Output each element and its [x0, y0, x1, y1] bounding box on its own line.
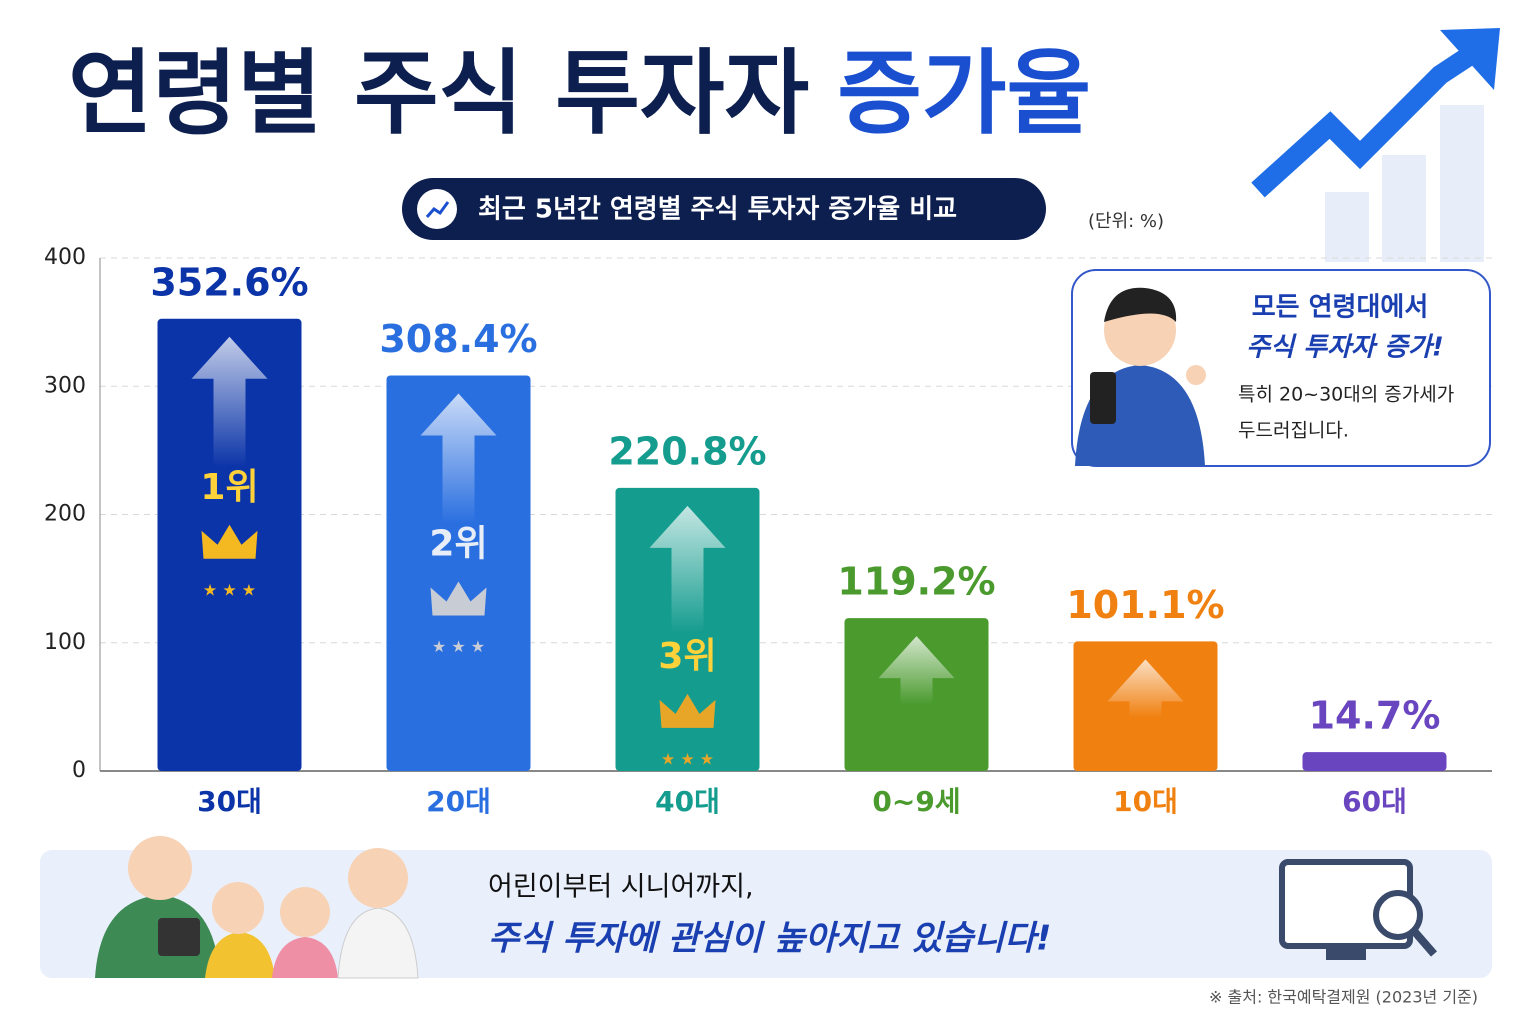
bar-arrow — [1107, 659, 1184, 718]
bar-arrow — [420, 393, 497, 524]
value-label: 352.6% — [150, 260, 308, 304]
bar-arrow — [191, 336, 268, 467]
value-label: 220.8% — [608, 429, 766, 473]
value-label: 308.4% — [379, 317, 537, 361]
y-tick-label: 200 — [44, 502, 86, 527]
crown-icon — [201, 524, 258, 559]
banner-highlight: 주식 투자에 관심이 높아지고 있습니다! — [488, 919, 1051, 959]
subtitle-pill — [402, 178, 1046, 240]
x-tick-label: 10대 — [1113, 785, 1178, 818]
bar-arrow — [878, 636, 955, 705]
rank-label: 3위 — [658, 636, 716, 677]
value-label: 101.1% — [1066, 583, 1224, 627]
value-label: 119.2% — [837, 560, 995, 604]
callout-title: 주식 투자자 증가! — [1246, 333, 1443, 363]
y-tick-label: 0 — [72, 758, 86, 783]
x-tick-label: 60대 — [1342, 785, 1407, 818]
banner-text: 어린이부터 시니어까지, — [488, 872, 754, 903]
subtitle: 최근 5년간 연령별 주식 투자자 증가율 비교 — [478, 195, 957, 225]
x-tick-label: 20대 — [426, 785, 491, 818]
title-highlight: 증가율 — [837, 40, 1091, 147]
rank-label: 1위 — [200, 467, 258, 508]
character — [1075, 287, 1206, 466]
x-tick-label: 30대 — [197, 785, 262, 818]
y-tick-label: 100 — [44, 630, 86, 655]
subtitle-icon — [417, 189, 457, 229]
x-tick-label: 40대 — [655, 785, 720, 818]
bar — [386, 375, 531, 771]
callout-title: 모든 연령대에서 — [1252, 293, 1429, 323]
stars: ★ ★ ★ — [203, 580, 256, 599]
stars: ★ ★ ★ — [432, 637, 485, 656]
source: ※ 출처: 한국예탁결제원 (2023년 기준) — [1209, 988, 1478, 1007]
callout-text: 두드러집니다. — [1238, 420, 1349, 442]
rank-label: 2위 — [429, 523, 487, 564]
crown-icon — [430, 581, 487, 616]
bar-arrow — [649, 505, 726, 634]
chart-title: 연령별 주식 투자자 증가율 — [68, 40, 1091, 147]
y-tick-label: 300 — [44, 373, 86, 398]
trend-decoration — [1251, 28, 1500, 262]
plot: 0 100 200 300 400 30대 352.6% 20대 308.4% 40대 220.8%… — [44, 245, 1492, 818]
crown-icon — [659, 693, 716, 728]
y-tick-label: 400 — [44, 245, 86, 270]
stars: ★ ★ ★ — [661, 749, 714, 768]
family-illustration — [95, 836, 419, 979]
value-label: 14.7% — [1309, 694, 1441, 738]
bar — [1302, 752, 1447, 771]
title-main: 연령별 주식 투자자 — [68, 40, 809, 147]
unit-label: (단위: %) — [1088, 211, 1164, 232]
x-tick-label: 0~9세 — [872, 785, 960, 818]
monitor-icon — [1279, 859, 1438, 960]
callout-text: 특히 20~30대의 증가세가 — [1238, 384, 1454, 406]
